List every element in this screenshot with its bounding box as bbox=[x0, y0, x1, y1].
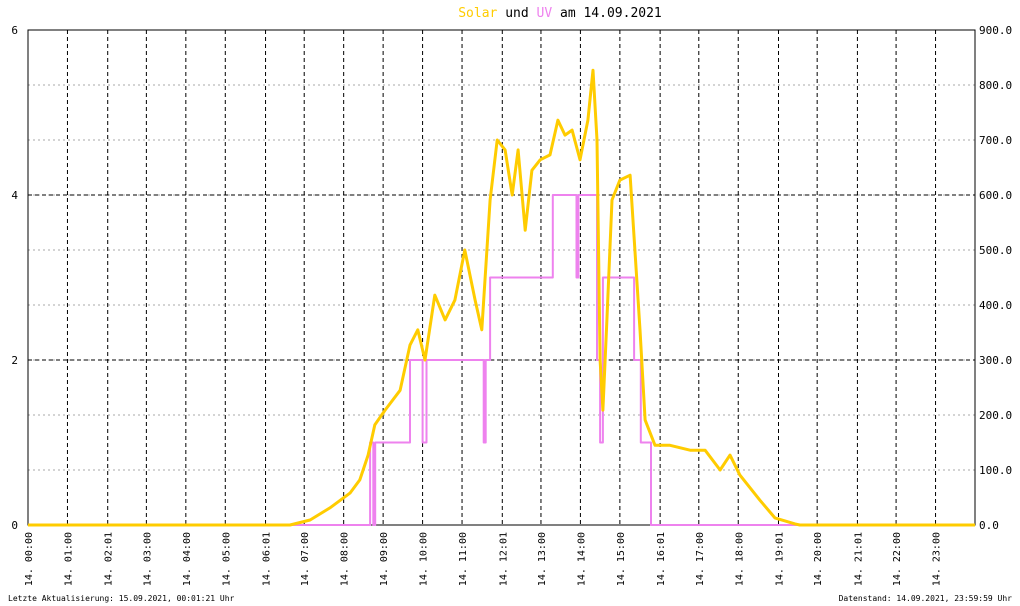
x-tick-label: 14. 09:00 bbox=[379, 532, 390, 586]
x-tick-label: 14. 12:01 bbox=[498, 532, 509, 586]
y2-tick-label: 300.0 bbox=[979, 354, 1012, 367]
x-tick-label: 14. 08:00 bbox=[340, 532, 351, 586]
y2-tick-label: 100.0 bbox=[979, 464, 1012, 477]
footer-right: Datenstand: 14.09.2021, 23:59:59 Uhr bbox=[839, 594, 1013, 603]
x-tick-label: 14. 10:00 bbox=[419, 532, 430, 586]
x-tick-label: 14. 21:01 bbox=[853, 532, 864, 586]
x-tick-label: 14. 07:00 bbox=[300, 532, 311, 586]
x-tick-label: 14. 23:00 bbox=[932, 532, 943, 586]
y2-tick-label: 700.0 bbox=[979, 134, 1012, 147]
title-part: Solar bbox=[458, 6, 497, 21]
x-tick-label: 14. 06:01 bbox=[262, 532, 273, 586]
x-tick-label: 14. 14:00 bbox=[576, 532, 587, 586]
title-part: und bbox=[505, 6, 528, 21]
x-tick-label: 14. 13:00 bbox=[537, 532, 548, 586]
x-tick-label: 14. 17:00 bbox=[695, 532, 706, 586]
x-tick-label: 14. 11:00 bbox=[458, 532, 469, 586]
x-tick-label: 14. 01:00 bbox=[63, 532, 74, 586]
data-line bbox=[28, 194, 975, 526]
x-tick-label: 14. 22:00 bbox=[892, 532, 903, 586]
y2-tick-label: 400.0 bbox=[979, 299, 1012, 312]
y2-tick-label: 800.0 bbox=[979, 79, 1012, 92]
x-tick-label: 14. 18:00 bbox=[734, 532, 745, 586]
x-tick-label: 14. 20:00 bbox=[813, 532, 824, 586]
x-tick-label: 14. 02:01 bbox=[104, 532, 115, 586]
x-tick-label: 14. 00:00 bbox=[24, 532, 35, 586]
title-part: am 14.09.2021 bbox=[560, 6, 662, 21]
x-tick-label: 14. 05:00 bbox=[221, 532, 232, 586]
y-tick-label: 6 bbox=[11, 24, 18, 37]
y2-tick-label: 500.0 bbox=[979, 244, 1012, 257]
footer-left: Letzte Aktualisierung: 15.09.2021, 00:01… bbox=[8, 594, 235, 603]
y-tick-label: 0 bbox=[11, 519, 18, 532]
title-part: UV bbox=[537, 6, 553, 21]
data-line bbox=[28, 68, 975, 527]
y2-tick-label: 0.0 bbox=[979, 519, 999, 532]
x-tick-label: 14. 15:00 bbox=[616, 532, 627, 586]
y2-tick-label: 200.0 bbox=[979, 409, 1012, 422]
x-tick-label: 14. 16:01 bbox=[656, 532, 667, 586]
chart-title: Solar und UV am 14.09.2021 bbox=[458, 6, 662, 21]
y2-tick-label: 900.0 bbox=[979, 24, 1012, 37]
y-tick-label: 4 bbox=[11, 189, 18, 202]
x-tick-label: 14. 03:00 bbox=[142, 532, 153, 586]
plot-border bbox=[27, 29, 976, 526]
y-tick-label: 2 bbox=[11, 354, 18, 367]
y2-tick-label: 600.0 bbox=[979, 189, 1012, 202]
x-tick-label: 14. 04:00 bbox=[182, 532, 193, 586]
x-tick-label: 14. 19:01 bbox=[774, 532, 785, 586]
